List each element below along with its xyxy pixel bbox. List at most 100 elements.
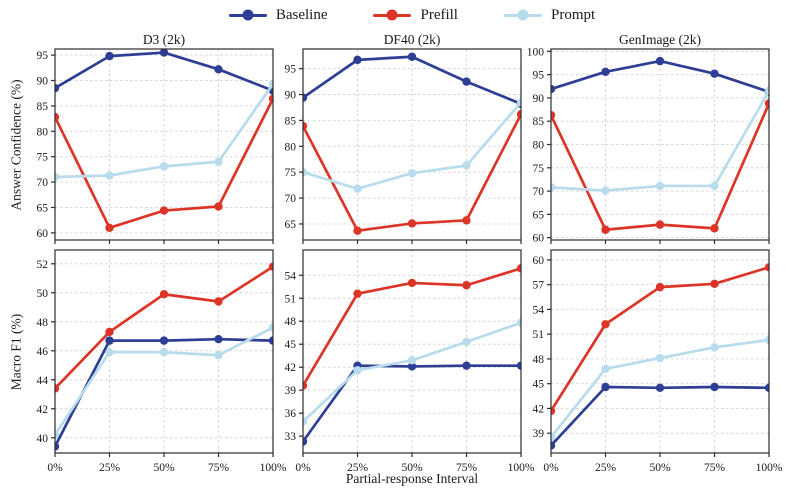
data-point-prompt (655, 181, 665, 191)
data-point-baseline (105, 51, 114, 61)
data-point-prefill (55, 112, 60, 122)
data-point-prompt (462, 337, 471, 347)
y-tick-label: 48 (285, 316, 297, 328)
y-tick-label: 42 (533, 403, 545, 415)
y-tick-label: 51 (285, 293, 297, 305)
y-tick-label: 42 (285, 362, 297, 374)
y-tick-label: 46 (37, 346, 49, 358)
x-tick-label: 50% (153, 462, 175, 474)
data-point-prefill (601, 320, 610, 329)
x-tick-label: 100% (508, 462, 535, 474)
y-tick-label: 85 (533, 116, 545, 128)
y-tick-label: 70 (285, 193, 297, 205)
y-tick-label: 65 (285, 219, 297, 231)
data-point-prompt (516, 318, 521, 327)
data-point-prefill (214, 202, 223, 211)
data-point-baseline (655, 383, 665, 393)
y-tick-label: 90 (37, 75, 49, 87)
data-point-baseline (601, 382, 610, 392)
data-point-baseline (55, 83, 60, 93)
data-point-baseline (655, 56, 665, 66)
y-tick-label: 48 (37, 317, 49, 329)
data-point-prefill (159, 206, 169, 215)
y-tick-label: 95 (533, 70, 545, 82)
data-point-baseline (601, 67, 610, 77)
data-point-prefill (55, 384, 60, 393)
x-tick-label: 25% (595, 462, 617, 474)
x-tick-label: 100% (756, 462, 783, 474)
y-tick-label: 70 (37, 177, 49, 189)
y-tick-label: 50 (37, 288, 49, 300)
y-tick-label: 42 (37, 404, 49, 416)
data-point-baseline (214, 334, 223, 344)
subplot-genimage-confidence: 60 65 70 75 80 85 90 95 100 GenImage (2k) (527, 32, 770, 245)
data-point-prefill (462, 281, 471, 290)
data-point-prefill (353, 289, 362, 298)
data-point-prefill (105, 223, 114, 233)
y-tick-label: 95 (37, 50, 49, 62)
y-tick-label: 60 (533, 255, 545, 267)
data-point-prompt (551, 183, 556, 192)
y-tick-label: 80 (533, 140, 545, 152)
y-tick-label: 65 (37, 202, 49, 214)
y-tick-label: 36 (285, 408, 297, 420)
data-point-baseline (407, 362, 417, 371)
y-tick-label: 51 (533, 329, 545, 341)
data-point-baseline (710, 382, 719, 392)
y-tick-label: 85 (37, 101, 49, 113)
data-point-prefill (655, 282, 665, 292)
y-tick-label: 95 (285, 64, 297, 76)
data-point-prompt (303, 167, 308, 177)
x-tick-label: 75% (704, 462, 726, 474)
y-tick-label: 75 (37, 152, 49, 164)
data-point-prefill (407, 219, 417, 228)
data-point-prompt (764, 86, 769, 96)
data-point-prompt (268, 79, 273, 89)
legend-item-prefill: Prefill (373, 7, 458, 24)
data-point-prompt (710, 343, 719, 352)
subplot-df40-f1: 33 36 39 42 45 48 51 54 0% 25% 50% 75% 100% (285, 249, 535, 474)
y-tick-label: 57 (533, 280, 545, 292)
legend-label-prefill: Prefill (420, 6, 458, 23)
data-point-prefill (710, 279, 719, 289)
data-point-baseline (462, 361, 471, 370)
data-point-baseline (105, 336, 114, 345)
data-point-prefill (516, 110, 521, 119)
legend-label-prompt: Prompt (550, 6, 596, 23)
data-point-baseline (303, 437, 308, 446)
data-point-prefill (551, 110, 556, 120)
data-point-baseline (516, 361, 521, 370)
data-point-baseline (407, 52, 417, 61)
data-point-prefill (303, 121, 308, 131)
data-point-prompt (159, 162, 169, 171)
data-point-prompt (105, 171, 114, 180)
data-point-prefill (462, 216, 471, 225)
y-tick-label: 70 (533, 186, 545, 198)
subplot-d3-f1: 40 42 44 46 48 50 52 0% 25% 50% 75% 100% (37, 249, 287, 474)
data-point-prompt (655, 353, 665, 363)
data-point-prompt (105, 348, 114, 357)
y-tick-label: 80 (285, 141, 297, 153)
legend: Baseline Prefill Prompt (55, 2, 769, 28)
subplot-df40-confidence: 65 70 75 80 85 90 95 DF40 (2k) (285, 32, 522, 244)
data-point-prompt (214, 350, 223, 360)
data-point-baseline (551, 441, 556, 450)
data-point-prompt (601, 186, 610, 195)
y-tick-label: 45 (533, 379, 545, 391)
y-tick-label: 65 (533, 209, 545, 221)
subplot-d3-confidence: 60 65 70 75 80 85 90 95 D3 (2k) (37, 32, 274, 244)
legend-label-baseline: Baseline (275, 6, 328, 23)
y-tick-label: 48 (533, 354, 545, 366)
y-tick-label: 100 (527, 46, 545, 58)
y-tick-label: 85 (285, 115, 297, 127)
subplot-title: D3 (2k) (143, 32, 185, 47)
x-tick-label: 0% (295, 462, 311, 474)
x-tick-label: 100% (260, 462, 287, 474)
data-point-baseline (551, 84, 556, 94)
data-point-prefill (214, 297, 223, 306)
data-point-prompt (462, 161, 471, 170)
y-tick-label: 60 (37, 228, 49, 240)
y-tick-label: 52 (37, 259, 49, 271)
data-point-prefill (159, 290, 169, 299)
